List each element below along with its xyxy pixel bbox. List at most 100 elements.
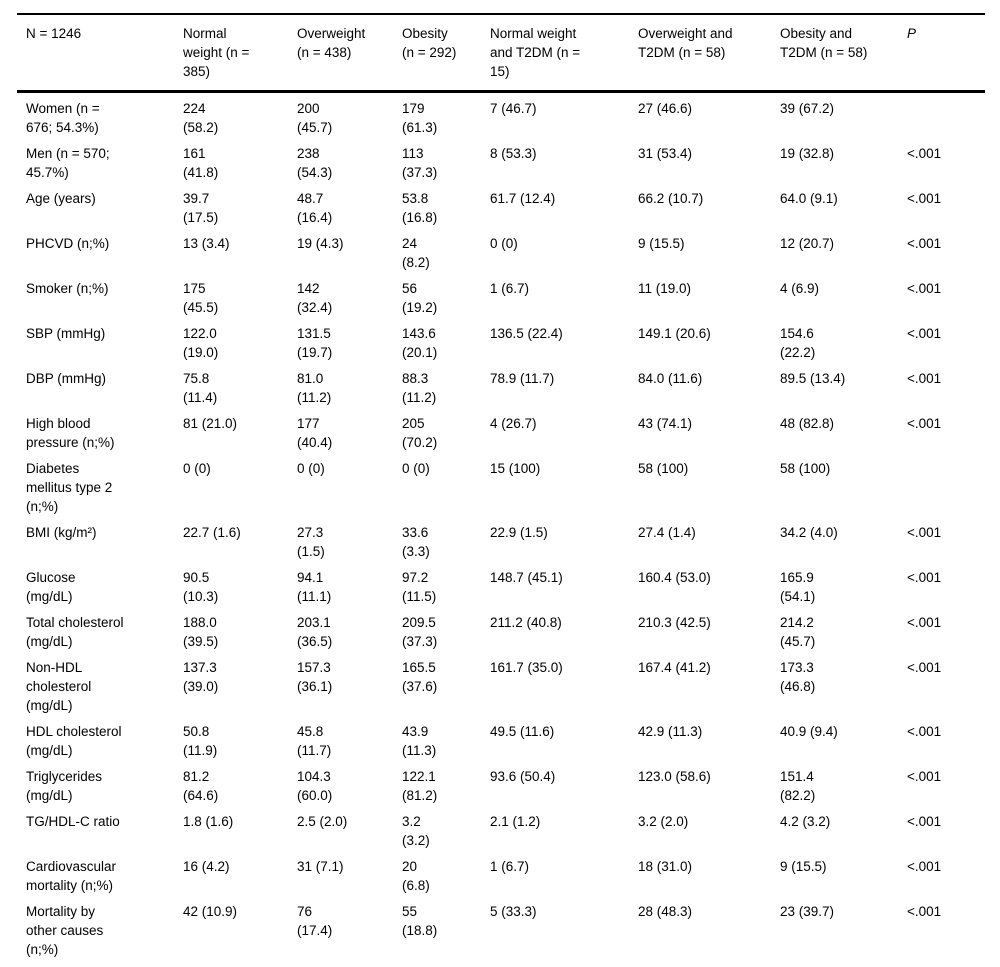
value-cell: 61.7 (12.4) [490,191,556,206]
table-row: DBP (mmHg) 75.8 (11.4) 81.0 (11.2) 88.3 (11… [17,366,985,411]
p-value-cell: <.001 [907,191,942,206]
table-body: Women (n = 676; 54.3%) 224 (58.2) 200 (45.… [17,92,985,967]
value-cell: 12 (20.7) [780,236,835,251]
row-label: High blood pressure (n;%) [26,416,115,450]
table-row: TG/HDL-C ratio 1.8 (1.6) 2.5 (2.0) 3.2 (3.2… [17,809,985,854]
column-header-overweight: Overweight (n = 438) [297,14,402,93]
p-value-cell: <.001 [907,660,942,675]
value-cell: 205 (70.2) [402,416,438,450]
value-cell: 4 (6.9) [780,281,820,296]
p-value-cell: <.001 [907,814,942,829]
value-cell: 76 (17.4) [297,904,333,938]
row-label: Smoker (n;%) [26,281,109,296]
value-cell: 39.7 (17.5) [183,191,219,225]
value-cell: 66.2 (10.7) [638,191,704,206]
value-cell: 53.8 (16.8) [402,191,438,225]
column-header-obesity-t2dm: Obesity and T2DM (n = 58) [780,14,907,93]
column-header-n-total: N = 1246 [17,14,183,93]
p-value-cell: <.001 [907,416,942,431]
table-row: Glucose (mg/dL) 90.5 (10.3) 94.1 (11.1) 97.… [17,565,985,610]
value-cell: 0 (0) [183,461,211,476]
value-cell: 122.1 (81.2) [402,769,438,803]
value-cell: 88.3 (11.2) [402,371,437,405]
value-cell: 50.8 (11.9) [183,724,218,758]
value-cell: 154.6 (22.2) [780,326,816,360]
value-cell: 84.0 (11.6) [638,371,703,386]
row-label: PHCVD (n;%) [26,236,110,251]
value-cell: 49.5 (11.6) [490,724,555,739]
value-cell: 1.8 (1.6) [183,814,234,829]
value-cell: 1 (6.7) [490,859,530,874]
table-row: Smoker (n;%) 175 (45.5) 142 (32.4) 56 (19.2… [17,276,985,321]
value-cell: 188.0 (39.5) [183,615,219,649]
value-cell: 15 (100) [490,461,541,476]
value-cell: 200 (45.7) [297,101,333,135]
value-cell: 48 (82.8) [780,416,835,431]
value-cell: 64.0 (9.1) [780,191,838,206]
value-cell: 31 (7.1) [297,859,344,874]
row-label: Diabetes mellitus type 2 (n;%) [26,461,113,514]
value-cell: 34.2 (4.0) [780,525,838,540]
row-label: Mortality by other causes (n;%) [26,904,104,957]
p-value-cell: <.001 [907,859,942,874]
value-cell: 81.0 (11.2) [297,371,332,405]
p-value-cell: <.001 [907,615,942,630]
value-cell: 0 (0) [297,461,325,476]
value-cell: 238 (54.3) [297,146,333,180]
value-cell: 4 (26.7) [490,416,537,431]
value-cell: 173.3 (46.8) [780,660,816,694]
value-cell: 93.6 (50.4) [490,769,556,784]
p-value-cell [907,456,985,520]
value-cell: 13 (3.4) [183,236,230,251]
value-cell: 43.9 (11.3) [402,724,437,758]
value-cell: 149.1 (20.6) [638,326,711,341]
value-cell: 136.5 (22.4) [490,326,563,341]
value-cell: 89.5 (13.4) [780,371,846,386]
value-cell: 9 (15.5) [638,236,685,251]
value-cell: 161.7 (35.0) [490,660,563,675]
column-header-p-value: P [907,14,985,93]
value-cell: 177 (40.4) [297,416,333,450]
value-cell: 214.2 (45.7) [780,615,816,649]
value-cell: 58 (100) [780,461,831,476]
column-header-normal-weight-t2dm: Normal weight and T2DM (n = 15) [490,14,638,93]
value-cell: 27.3 (1.5) [297,525,325,559]
table-row: PHCVD (n;%) 13 (3.4) 19 (4.3) 24 (8.2) 0 (0)… [17,231,985,276]
table-row: BMI (kg/m²) 22.7 (1.6) 27.3 (1.5) 33.6 (3.3… [17,520,985,565]
value-cell: 0 (0) [402,461,430,476]
value-cell: 27.4 (1.4) [638,525,696,540]
p-value-cell: <.001 [907,904,942,919]
value-cell: 151.4 (82.2) [780,769,816,803]
value-cell: 97.2 (11.5) [402,570,437,604]
column-header-overweight-t2dm: Overweight and T2DM (n = 58) [638,14,780,93]
value-cell: 7 (46.7) [490,101,537,116]
value-cell: 211.2 (40.8) [490,615,562,630]
table-row: Women (n = 676; 54.3%) 224 (58.2) 200 (45.… [17,92,985,142]
column-header-obesity: Obesity (n = 292) [402,14,490,93]
value-cell: 142 (32.4) [297,281,333,315]
value-cell: 210.3 (42.5) [638,615,711,630]
row-label: Glucose (mg/dL) [26,570,76,604]
table-row: HDL cholesterol (mg/dL) 50.8 (11.9) 45.8 (… [17,719,985,764]
value-cell: 8 (53.3) [490,146,537,161]
value-cell: 148.7 (45.1) [490,570,563,585]
value-cell: 122.0 (19.0) [183,326,219,360]
value-cell: 157.3 (36.1) [297,660,333,694]
value-cell: 43 (74.1) [638,416,693,431]
value-cell: 160.4 (53.0) [638,570,711,585]
p-value-cell: <.001 [907,525,942,540]
p-value-cell: <.001 [907,236,942,251]
table-row: Total cholesterol (mg/dL) 188.0 (39.5) 203… [17,610,985,655]
value-cell: 94.1 (11.1) [297,570,332,604]
value-cell: 3.2 (3.2) [402,814,430,848]
value-cell: 42 (10.9) [183,904,238,919]
row-label: Total cholesterol (mg/dL) [26,615,124,649]
p-value-cell [907,92,985,142]
value-cell: 22.7 (1.6) [183,525,241,540]
row-label: Women (n = 676; 54.3%) [26,101,100,135]
row-label: HDL cholesterol (mg/dL) [26,724,122,758]
value-cell: 131.5 (19.7) [297,326,333,360]
value-cell: 143.6 (20.1) [402,326,438,360]
column-header-normal-weight: Normal weight (n = 385) [183,14,297,93]
